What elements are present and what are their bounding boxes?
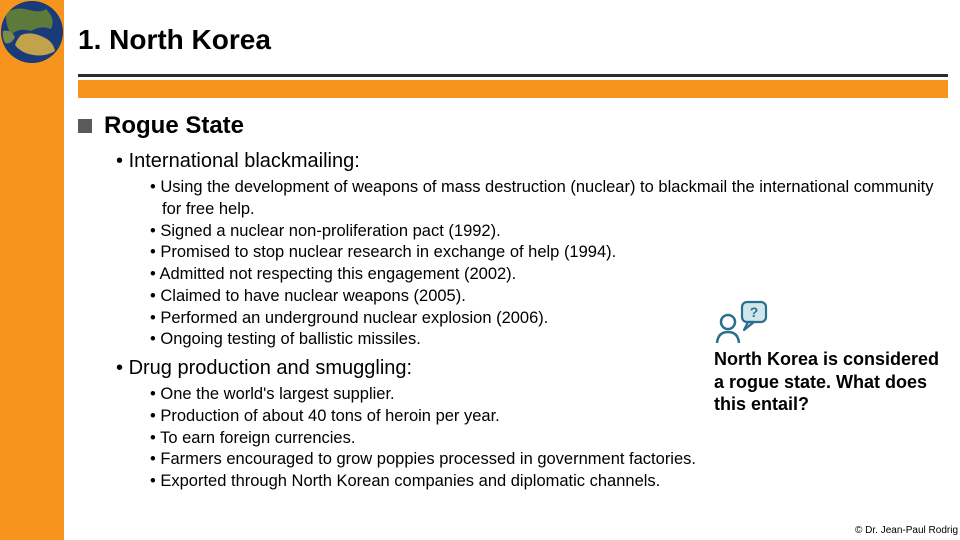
sidebar-accent — [0, 0, 64, 540]
svg-text:?: ? — [750, 304, 759, 320]
callout-text: North Korea is considered a rogue state.… — [714, 348, 942, 416]
list-item: Signed a nuclear non-proliferation pact … — [150, 221, 948, 243]
list-item: Promised to stop nuclear research in exc… — [150, 242, 948, 264]
list-item: To earn foreign currencies. — [150, 428, 948, 450]
list-item: Admitted not respecting this engagement … — [150, 264, 948, 286]
list-item: Using the development of weapons of mass… — [150, 177, 948, 221]
headline-row: Rogue State — [78, 112, 948, 140]
title-rule-orange — [78, 80, 948, 98]
title-rule-dark — [78, 74, 948, 77]
globe-icon — [1, 1, 63, 63]
list-item: Exported through North Korean companies … — [150, 471, 948, 493]
callout-box: ? North Korea is considered a rogue stat… — [714, 300, 942, 416]
slide-title: 1. North Korea — [78, 24, 271, 56]
slide: 1. North Korea Rogue State International… — [0, 0, 960, 540]
question-person-icon: ? — [714, 300, 768, 344]
list-item: Farmers encouraged to grow poppies proce… — [150, 449, 948, 471]
square-bullet-icon — [78, 119, 92, 133]
section-heading: International blackmailing: — [116, 150, 948, 173]
copyright-text: © Dr. Jean-Paul Rodrig — [855, 525, 958, 536]
headline-text: Rogue State — [104, 112, 244, 140]
